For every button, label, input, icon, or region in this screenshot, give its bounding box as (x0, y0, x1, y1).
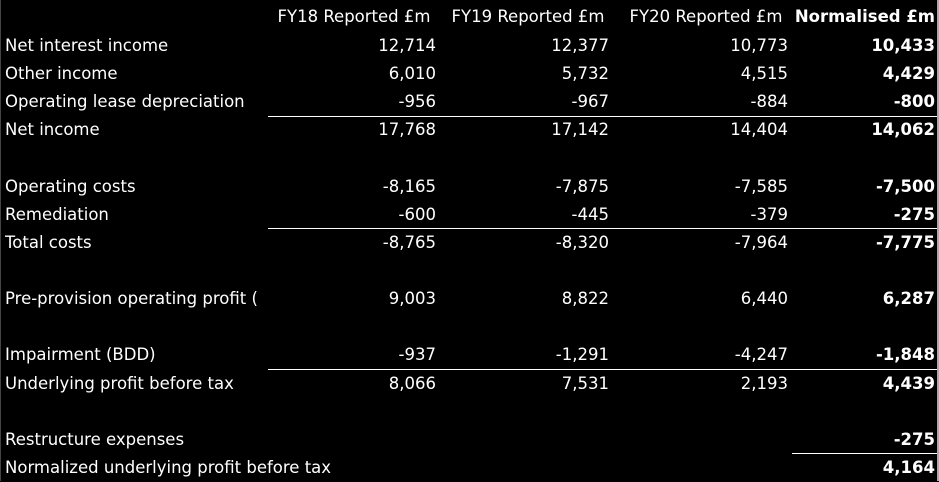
fy18-value (268, 454, 436, 482)
row-label: Restructure expenses (5, 430, 185, 449)
fy19-value: 17,142 (551, 120, 609, 139)
fy20-value: 2,193 (740, 374, 788, 393)
fy19-value: -1,291 (555, 345, 609, 364)
header-normalised: Normalised £m (794, 7, 935, 26)
fy18-value: 9,003 (388, 289, 436, 308)
fy18-value: 17,768 (378, 120, 436, 139)
fy20-value: -4,247 (734, 345, 788, 364)
fy20-value: 6,440 (740, 289, 788, 308)
row-label: Other income (5, 64, 118, 83)
table-row: Normalized underlying profit before tax … (0, 454, 939, 482)
row-label: Underlying profit before tax (5, 374, 234, 393)
total-rule (792, 453, 937, 454)
fy19-value: -7,875 (555, 177, 609, 196)
normalised-value: 4,429 (882, 64, 935, 83)
row-label: Operating lease depreciation (5, 92, 245, 111)
normalised-value: 10,433 (871, 36, 935, 55)
fy20-value (612, 426, 788, 454)
normalised-value: -275 (893, 205, 935, 224)
right-border (937, 0, 939, 481)
table-row: Restructure expenses -275 (0, 426, 939, 454)
fy19-value: -445 (571, 205, 609, 224)
fy18-value: -937 (398, 345, 436, 364)
fy20-value: -884 (750, 92, 788, 111)
row-label: Total costs (5, 233, 92, 252)
row-label: Remediation (5, 205, 109, 224)
header-row: FY18 Reported £m FY19 Reported £m FY20 R… (0, 3, 939, 31)
normalised-value: 4,164 (882, 458, 935, 477)
fy19-value: -8,320 (555, 233, 609, 252)
header-label (5, 3, 267, 31)
fy18-value: -600 (398, 205, 436, 224)
normalised-value: -7,500 (875, 177, 935, 196)
fy19-value: -967 (571, 92, 609, 111)
fy18-value (268, 426, 436, 454)
fy18-value: -956 (398, 92, 436, 111)
table-row: Net income 17,768 17,142 14,404 14,062 (0, 116, 939, 144)
table-row: Operating costs -8,165 -7,875 -7,585 -7,… (0, 173, 939, 201)
fy20-value: -7,964 (734, 233, 788, 252)
header-fy19: FY19 Reported £m (451, 7, 605, 26)
fy18-value: 6,010 (388, 64, 436, 83)
fy19-value (440, 426, 609, 454)
row-label: Net income (5, 120, 100, 139)
fy19-value: 8,822 (561, 289, 609, 308)
table-row: Net interest income 12,714 12,377 10,773… (0, 32, 939, 60)
fy20-value (612, 454, 788, 482)
fy19-value (440, 454, 609, 482)
fy18-value: 12,714 (378, 36, 436, 55)
fy20-value: 10,773 (730, 36, 788, 55)
fy20-value: 4,515 (740, 64, 788, 83)
fy18-value: 8,066 (388, 374, 436, 393)
header-fy20: FY20 Reported £m (629, 7, 783, 26)
left-border (0, 0, 1, 481)
normalised-value: -275 (893, 430, 935, 449)
fy20-value: -379 (750, 205, 788, 224)
fy19-value: 7,531 (561, 374, 609, 393)
row-label: Normalized underlying profit before tax (5, 458, 332, 477)
fy19-value: 5,732 (561, 64, 609, 83)
row-label: Pre-provision operating profit ( (5, 289, 258, 308)
table-row: Remediation -600 -445 -379 -275 (0, 201, 939, 229)
normalised-value: 14,062 (871, 120, 935, 139)
normalised-value: 6,287 (882, 289, 935, 308)
fy18-value: -8,165 (382, 177, 436, 196)
subtotal-rule (268, 228, 937, 229)
fy20-value: -7,585 (734, 177, 788, 196)
table-row: Impairment (BDD) -937 -1,291 -4,247 -1,8… (0, 341, 939, 369)
fy20-value: 14,404 (730, 120, 788, 139)
row-label: Impairment (BDD) (5, 345, 156, 364)
subtotal-rule (268, 116, 937, 117)
table-row: Pre-provision operating profit ( 9,003 8… (0, 285, 939, 313)
normalised-value: -1,848 (875, 345, 935, 364)
normalised-value: 4,439 (882, 374, 935, 393)
header-fy18: FY18 Reported £m (277, 7, 431, 26)
table-row: Other income 6,010 5,732 4,515 4,429 (0, 60, 939, 88)
table-row: Underlying profit before tax 8,066 7,531… (0, 370, 939, 398)
normalised-value: -7,775 (875, 233, 935, 252)
table-row: Total costs -8,765 -8,320 -7,964 -7,775 (0, 229, 939, 257)
fy19-value: 12,377 (551, 36, 609, 55)
fy18-value: -8,765 (382, 233, 436, 252)
table-row: Operating lease depreciation -956 -967 -… (0, 88, 939, 116)
row-label: Operating costs (5, 177, 136, 196)
subtotal-rule (268, 369, 937, 370)
row-label: Net interest income (5, 36, 169, 55)
normalised-value: -800 (893, 92, 935, 111)
